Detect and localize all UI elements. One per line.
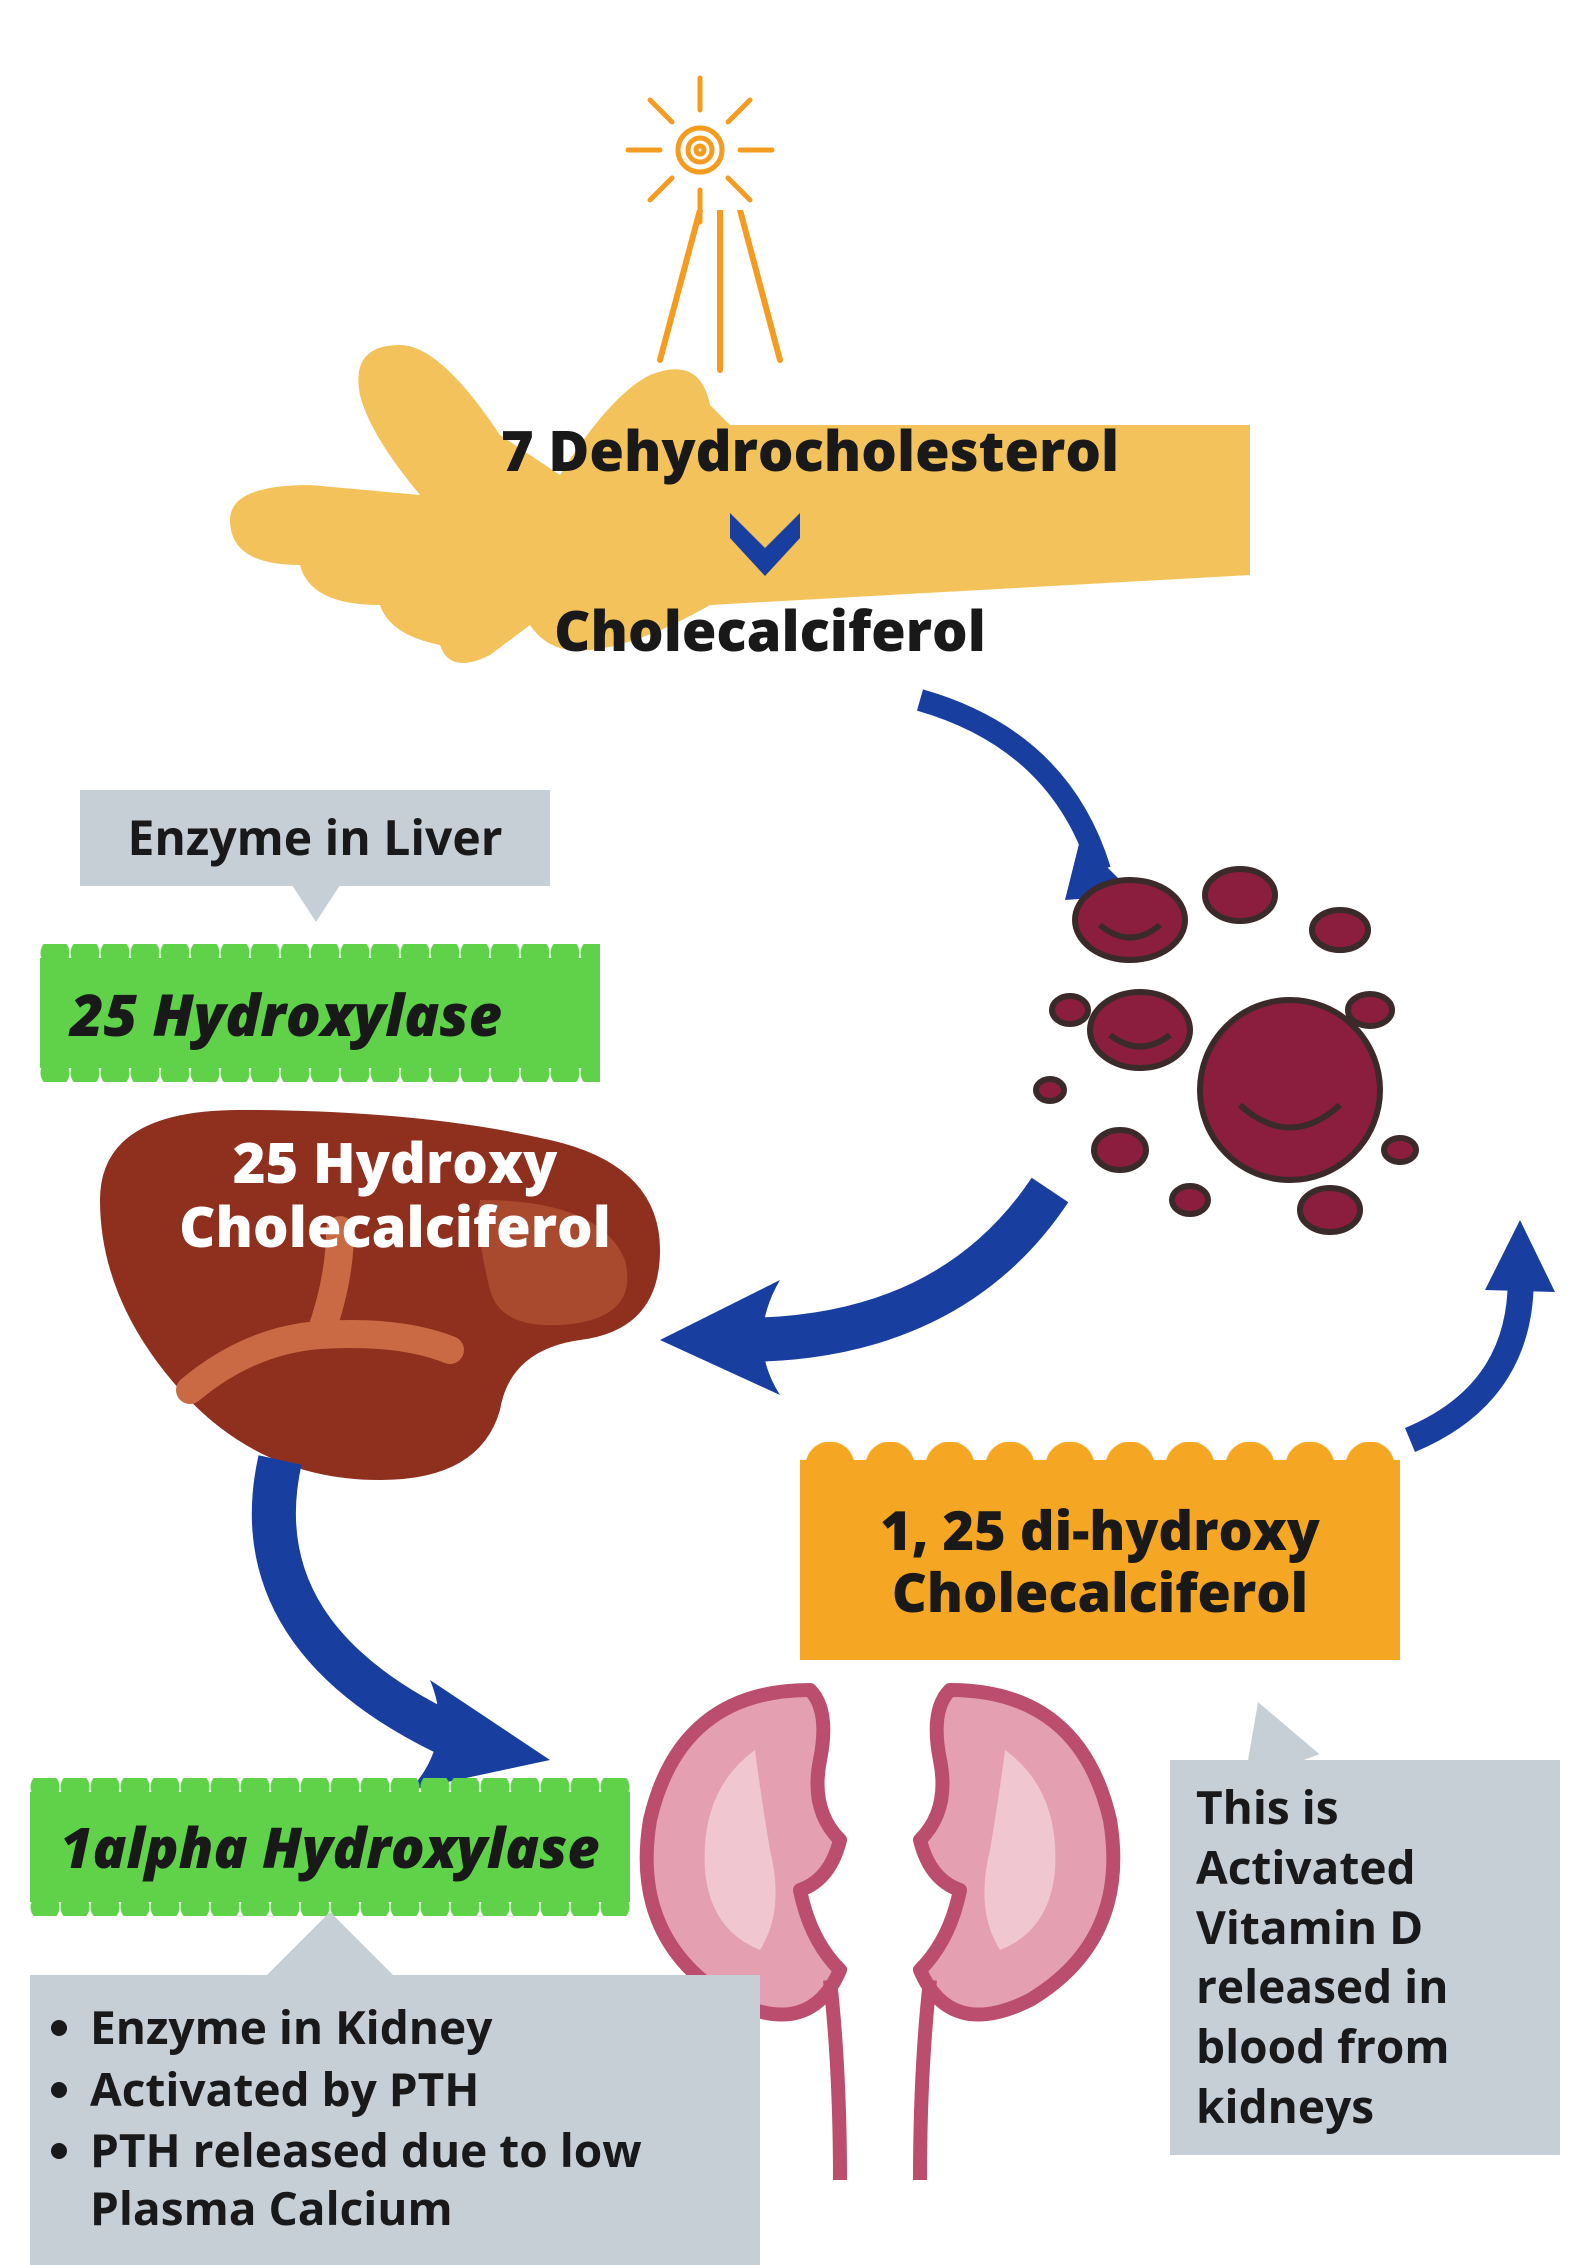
callout-enzyme-liver: Enzyme in Liver xyxy=(80,790,550,886)
label-7-dehydrocholesterol: 7 Dehydrocholesterol xyxy=(420,418,1200,482)
callout-kidney-enzyme: Enzyme in Kidney Activated by PTH PTH re… xyxy=(30,1975,760,2265)
enzyme-25-hydroxylase: 25 Hydroxylase xyxy=(40,958,600,1068)
dihydroxy-line2: Cholecalciferol xyxy=(892,1560,1308,1622)
callout-enzyme-liver-tail xyxy=(290,882,342,922)
arrow-liver-to-kidney xyxy=(200,1440,580,1800)
label-cholecalciferol: Cholecalciferol xyxy=(480,598,1060,662)
label-25-hydroxy-l2: Cholecalciferol xyxy=(179,1188,611,1264)
chevron-down-icon xyxy=(720,508,810,588)
blood-cells-icon xyxy=(1010,840,1450,1260)
label-125-dihydroxy: 1, 25 di-hydroxy Cholecalciferol xyxy=(800,1460,1400,1660)
arrow-kidney-to-blood xyxy=(1380,1220,1560,1460)
kidney-bullet-list: Enzyme in Kidney Activated by PTH PTH re… xyxy=(50,1999,740,2237)
callout-kidney-tail xyxy=(260,1912,400,1982)
dihydroxy-line1: 1, 25 di-hydroxy xyxy=(880,1498,1320,1560)
kidney-bullet-2: Activated by PTH xyxy=(90,2061,740,2119)
kidney-bullet-3: PTH released due to low Plasma Calcium xyxy=(90,2122,740,2237)
arrow-blood-to-liver xyxy=(650,1170,1070,1400)
enzyme-1alpha-hydroxylase: 1alpha Hydroxylase xyxy=(30,1792,630,1902)
kidney-bullet-1: Enzyme in Kidney xyxy=(90,1999,740,2057)
label-25-hydroxy-cholecalciferol: 25 Hydroxy Cholecalciferol xyxy=(135,1130,655,1259)
callout-activated-vitd: This is Activated Vitamin D released in … xyxy=(1170,1760,1560,2155)
